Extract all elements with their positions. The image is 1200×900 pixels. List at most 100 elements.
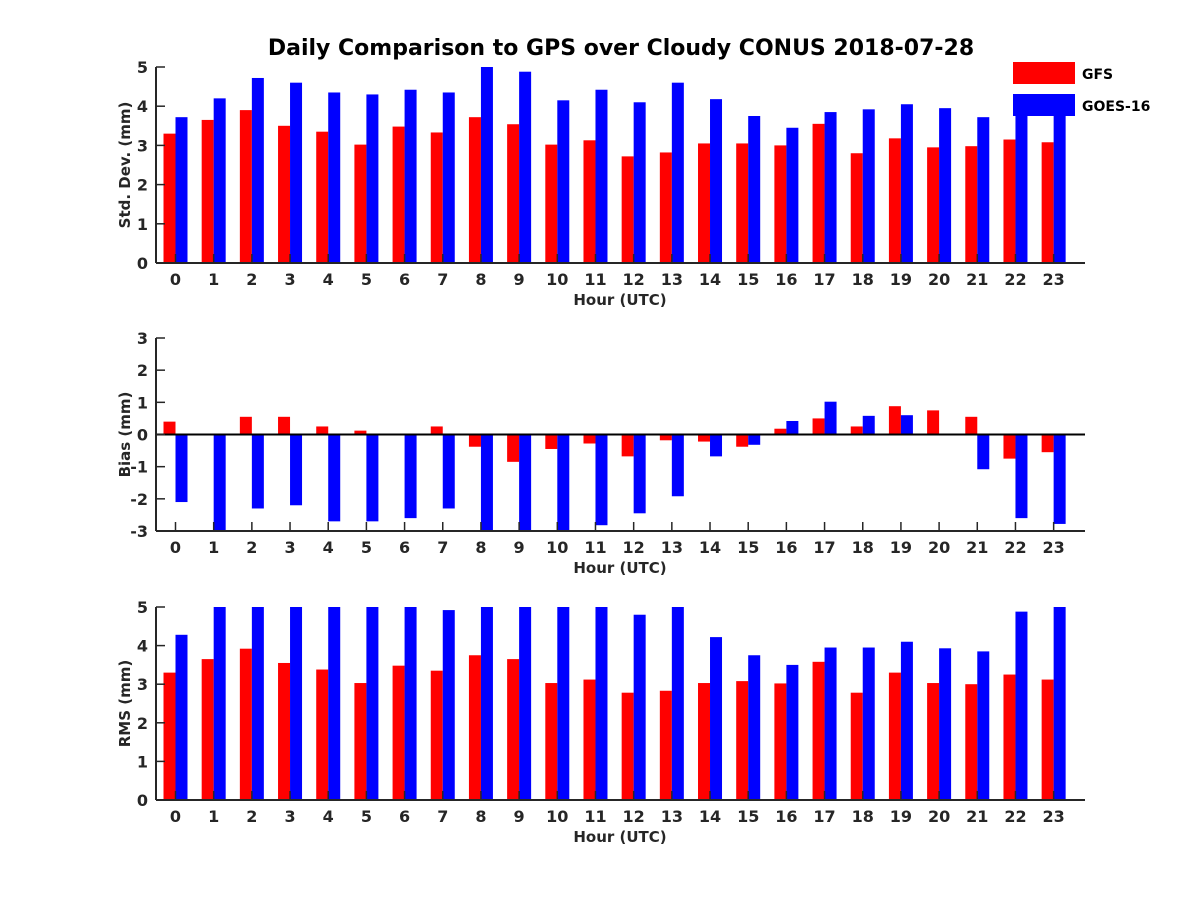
std-dev-bar-gfs-15 (736, 143, 749, 263)
std-dev-bar-gfs-20 (927, 147, 940, 263)
bias-bar-goes16-7 (442, 434, 455, 509)
std-dev-bar-gfs-3 (278, 125, 291, 263)
rms-xtick-label: 6 (399, 807, 410, 826)
std-dev-xtick-label: 15 (737, 270, 759, 289)
bias-xtick-label: 11 (584, 538, 606, 557)
rms-xtick-label: 5 (361, 807, 372, 826)
std-dev-bar-goes16-14 (710, 99, 723, 263)
bias-xtick-label: 1 (208, 538, 219, 557)
bias-xtick-label: 18 (852, 538, 874, 557)
bias-bar-gfs-21 (965, 416, 978, 435)
std-dev-bar-goes16-20 (939, 108, 952, 263)
rms-bar-goes16-17 (824, 647, 837, 800)
bias-bar-gfs-9 (507, 434, 520, 462)
bias-bar-gfs-20 (927, 410, 940, 435)
std-dev-bar-gfs-11 (583, 140, 596, 263)
rms-ytick-label: 4 (137, 637, 148, 656)
bias-bar-gfs-23 (1041, 434, 1054, 453)
bias-xtick-label: 6 (399, 538, 410, 557)
std-dev-xtick-label: 9 (514, 270, 525, 289)
std-dev-bar-goes16-17 (824, 112, 837, 263)
std-dev-bar-goes16-19 (900, 104, 913, 264)
std-dev-xtick-label: 4 (323, 270, 334, 289)
bias-bar-gfs-22 (1003, 434, 1016, 459)
std-dev-bar-goes16-5 (366, 94, 379, 263)
bias-bar-gfs-11 (583, 434, 596, 444)
std-dev-bar-goes16-16 (786, 127, 799, 263)
bias-xtick-label: 15 (737, 538, 759, 557)
rms-xtick-label: 1 (208, 807, 219, 826)
std-dev-bar-gfs-9 (507, 124, 520, 264)
bias-ytick-label: 0 (137, 426, 148, 445)
rms-bar-gfs-14 (698, 683, 711, 800)
rms-xtick-label: 11 (584, 807, 606, 826)
rms-xtick-label: 8 (475, 807, 486, 826)
std-dev-xtick-label: 23 (1043, 270, 1065, 289)
bias-xtick-label: 19 (890, 538, 912, 557)
bias-xtick-label: 5 (361, 538, 372, 557)
rms-bar-gfs-10 (545, 683, 558, 800)
rms-bar-gfs-1 (201, 659, 214, 800)
std-dev-bar-goes16-8 (480, 67, 493, 263)
rms-bar-goes16-5 (366, 607, 379, 800)
std-dev-bar-gfs-6 (392, 126, 405, 263)
rms-bar-gfs-2 (239, 648, 252, 800)
rms-ytick-label: 0 (137, 791, 148, 810)
rms-bar-gfs-16 (774, 683, 787, 800)
bias-bar-goes16-4 (328, 434, 341, 522)
rms-xtick-label: 3 (284, 807, 295, 826)
bias-bar-goes16-14 (710, 434, 723, 457)
rms-bar-gfs-9 (507, 659, 520, 800)
bias-xtick-label: 20 (928, 538, 950, 557)
bias-bar-goes16-18 (862, 415, 875, 435)
std-dev-bar-goes16-23 (1053, 112, 1066, 263)
std-dev-bar-gfs-21 (965, 146, 978, 263)
rms-bar-goes16-18 (862, 647, 875, 800)
rms-bar-goes16-14 (710, 637, 723, 800)
bias-bar-goes16-19 (900, 415, 913, 435)
rms-bar-goes16-16 (786, 664, 799, 800)
std-dev-bar-goes16-10 (557, 100, 570, 263)
std-dev-bar-goes16-11 (595, 89, 608, 264)
std-dev-bar-goes16-22 (1015, 102, 1028, 263)
rms-xtick-label: 4 (323, 807, 334, 826)
std-dev-bar-goes16-2 (251, 77, 264, 263)
legend-swatch-goes16 (1013, 94, 1075, 116)
bias-bar-goes16-3 (290, 434, 303, 506)
bias-xtick-label: 23 (1043, 538, 1065, 557)
std-dev-xtick-label: 18 (852, 270, 874, 289)
rms-bar-goes16-6 (404, 607, 417, 800)
bias-xtick-label: 22 (1004, 538, 1026, 557)
bias-xtick-label: 9 (514, 538, 525, 557)
rms-ytick-label: 5 (137, 598, 148, 617)
bias-xtick-label: 0 (170, 538, 181, 557)
bias-bar-gfs-10 (545, 434, 558, 449)
rms-xtick-label: 2 (246, 807, 257, 826)
bias-bar-goes16-8 (480, 434, 493, 531)
std-dev-bar-goes16-7 (442, 92, 455, 263)
rms-bar-gfs-7 (430, 670, 443, 800)
bias-xtick-label: 4 (323, 538, 334, 557)
std-dev-xtick-label: 16 (775, 270, 797, 289)
std-dev-bar-gfs-4 (316, 131, 329, 263)
std-dev-bar-gfs-5 (354, 144, 367, 263)
bias-bar-gfs-19 (888, 406, 901, 435)
bias-bar-gfs-16 (774, 428, 787, 435)
bias-bar-goes16-1 (213, 434, 226, 531)
std-dev-bar-gfs-7 (430, 132, 443, 263)
rms-bar-goes16-21 (977, 651, 990, 800)
legend: GFS GOES-16 (1013, 62, 1150, 116)
bias-bar-gfs-8 (468, 434, 481, 447)
rms-xtick-label: 14 (699, 807, 721, 826)
rms-xtick-label: 19 (890, 807, 912, 826)
legend-label-goes16: GOES-16 (1082, 99, 1150, 115)
bias-xtick-label: 16 (775, 538, 797, 557)
bias-bar-gfs-13 (659, 434, 672, 441)
rms-xtick-label: 21 (966, 807, 988, 826)
bias-bar-gfs-12 (621, 434, 634, 457)
std-dev-ytick-label: 1 (137, 215, 148, 234)
std-dev-xtick-label: 14 (699, 270, 721, 289)
rms-bar-goes16-0 (175, 634, 188, 800)
